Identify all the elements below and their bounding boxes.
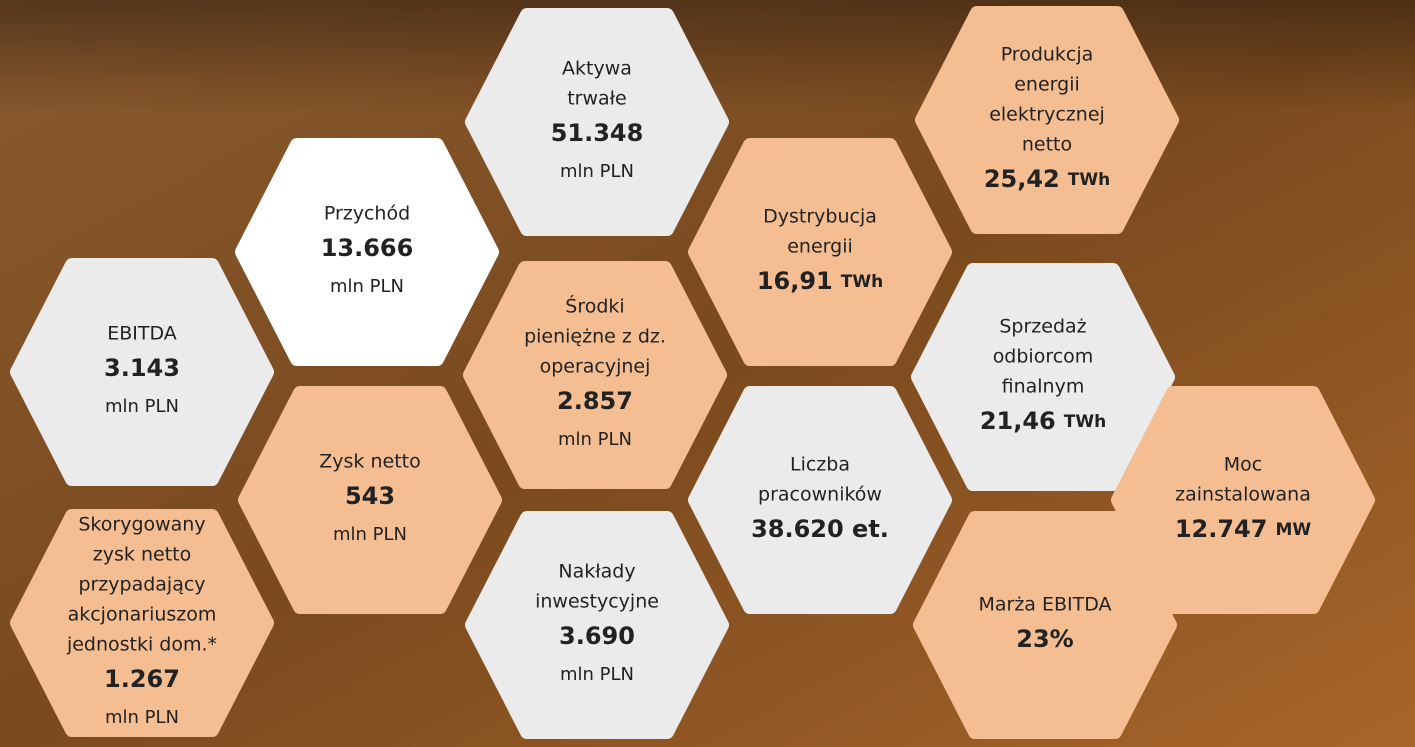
tile-value-line: 3.690: [559, 622, 635, 650]
hex-tile: Nakłady inwestycyjne 3.690 mln PLN: [465, 511, 729, 739]
tile-label: akcjonariuszom: [68, 604, 217, 626]
hexagon: [915, 6, 1179, 234]
hex-tile: Aktywa trwałe 51.348 mln PLN: [465, 8, 729, 236]
tile-label: trwałe: [567, 88, 627, 110]
hex-tile: Sprzedaż odbiorcom finalnym 21,46 TWh: [911, 263, 1175, 491]
tile-unit: TWh: [1068, 170, 1110, 190]
tile-label: przypadający: [78, 574, 205, 596]
tile-unit: TWh: [1064, 412, 1106, 432]
tile-label: Aktywa: [562, 58, 632, 80]
hex-tile: Moc zainstalowana 12.747 MW: [1111, 386, 1375, 614]
tile-value: 13.666: [321, 234, 414, 262]
tile-value: 16,91: [757, 267, 833, 295]
tile-label: elektrycznej: [989, 104, 1105, 126]
hexagon: [235, 138, 499, 366]
tile-label: operacyjnej: [540, 356, 651, 378]
tile-value-line: 2.857: [557, 387, 633, 415]
tile-label: inwestycyjne: [535, 591, 659, 613]
tile-label: Nakłady: [558, 561, 635, 583]
tile-value: 38.620 et.: [751, 515, 889, 543]
tile-label: pieniężne z dz.: [524, 326, 666, 348]
tile-value: 12.747: [1175, 515, 1268, 543]
tile-unit: mln PLN: [105, 707, 179, 728]
tile-value-line: 23%: [1016, 625, 1073, 653]
tile-value-line: 38.620 et.: [751, 515, 889, 543]
tile-label: Marża EBITDA: [978, 594, 1111, 616]
tile-label: pracowników: [758, 484, 882, 506]
tile-label: EBITDA: [107, 323, 177, 345]
hexagon: [688, 386, 952, 614]
tile-unit: mln PLN: [558, 429, 632, 450]
tile-value: 543: [345, 482, 395, 510]
hex-tile: EBITDA 3.143 mln PLN: [10, 258, 274, 486]
tile-unit: mln PLN: [560, 664, 634, 685]
tile-value-line: 3.143: [104, 354, 180, 382]
tile-value: 1.267: [104, 665, 180, 693]
hexagon: [238, 386, 502, 614]
tile-label: Produkcja: [1001, 44, 1094, 66]
tile-label: netto: [1022, 134, 1072, 156]
tile-value: 23%: [1016, 625, 1073, 653]
tile-value: 3.690: [559, 622, 635, 650]
hexagon: [1111, 386, 1375, 614]
hex-tile: Produkcja energii elektrycznej netto 25,42 TW…: [915, 6, 1179, 234]
tile-unit: TWh: [841, 272, 883, 292]
tile-value-line: 13.666: [321, 234, 414, 262]
tile-value-line: 1.267: [104, 665, 180, 693]
tile-unit: MW: [1275, 520, 1311, 540]
tile-value: 25,42: [984, 165, 1060, 193]
tile-label: Liczba: [790, 454, 850, 476]
tile-unit: mln PLN: [333, 524, 407, 545]
tile-label: finalnym: [1002, 376, 1085, 398]
tile-label: Skorygowany: [78, 514, 205, 536]
tile-unit: mln PLN: [330, 276, 404, 297]
tile-label: energii: [1014, 74, 1080, 96]
hexagon: [913, 511, 1177, 739]
hex-tile: Przychód 13.666 mln PLN: [235, 138, 499, 366]
hexagon: [463, 261, 727, 489]
hex-tile: Środki pieniężne z dz. operacyjnej 2.857 mln…: [463, 261, 727, 489]
tile-label: Środki: [565, 294, 624, 318]
tile-value-line: 25,42 TWh: [984, 165, 1110, 193]
hexagon: [465, 511, 729, 739]
hex-tile: Marża EBITDA 23%: [913, 511, 1177, 739]
hexagon: [911, 263, 1175, 491]
hex-tile: Skorygowany zysk netto przypadający akcjona…: [10, 509, 274, 737]
tile-value-line: 16,91 TWh: [757, 267, 883, 295]
tile-value: 51.348: [551, 119, 644, 147]
tile-unit: mln PLN: [105, 396, 179, 417]
tile-label: energii: [787, 236, 853, 258]
hexagon: [10, 509, 274, 737]
tile-label: Zysk netto: [319, 451, 420, 473]
hexagon: [465, 8, 729, 236]
tile-label: Sprzedaż: [999, 316, 1086, 338]
tile-label: Moc: [1224, 454, 1262, 476]
tile-label: zysk netto: [93, 544, 191, 566]
tile-value-line: 21,46 TWh: [980, 407, 1106, 435]
hex-tile: Zysk netto 543 mln PLN: [238, 386, 502, 614]
tile-label: zainstalowana: [1175, 484, 1311, 506]
tile-value-line: 12.747 MW: [1175, 515, 1312, 543]
tiles: Aktywa trwałe 51.348 mln PLN Produkcja energi…: [10, 6, 1375, 739]
hexagon: [10, 258, 274, 486]
tile-value-line: 51.348: [551, 119, 644, 147]
hexagon: [688, 138, 952, 366]
tile-value: 21,46: [980, 407, 1056, 435]
hex-tile: Dystrybucja energii 16,91 TWh: [688, 138, 952, 366]
tile-label: Dystrybucja: [763, 206, 877, 228]
tile-value: 3.143: [104, 354, 180, 382]
tile-label: jednostki dom.*: [66, 634, 217, 656]
tile-label: Przychód: [324, 203, 410, 225]
tile-label: odbiorcom: [993, 346, 1094, 368]
tile-value: 2.857: [557, 387, 633, 415]
hex-tile: Liczba pracowników 38.620 et.: [688, 386, 952, 614]
tile-unit: mln PLN: [560, 161, 634, 182]
tile-value-line: 543: [345, 482, 395, 510]
